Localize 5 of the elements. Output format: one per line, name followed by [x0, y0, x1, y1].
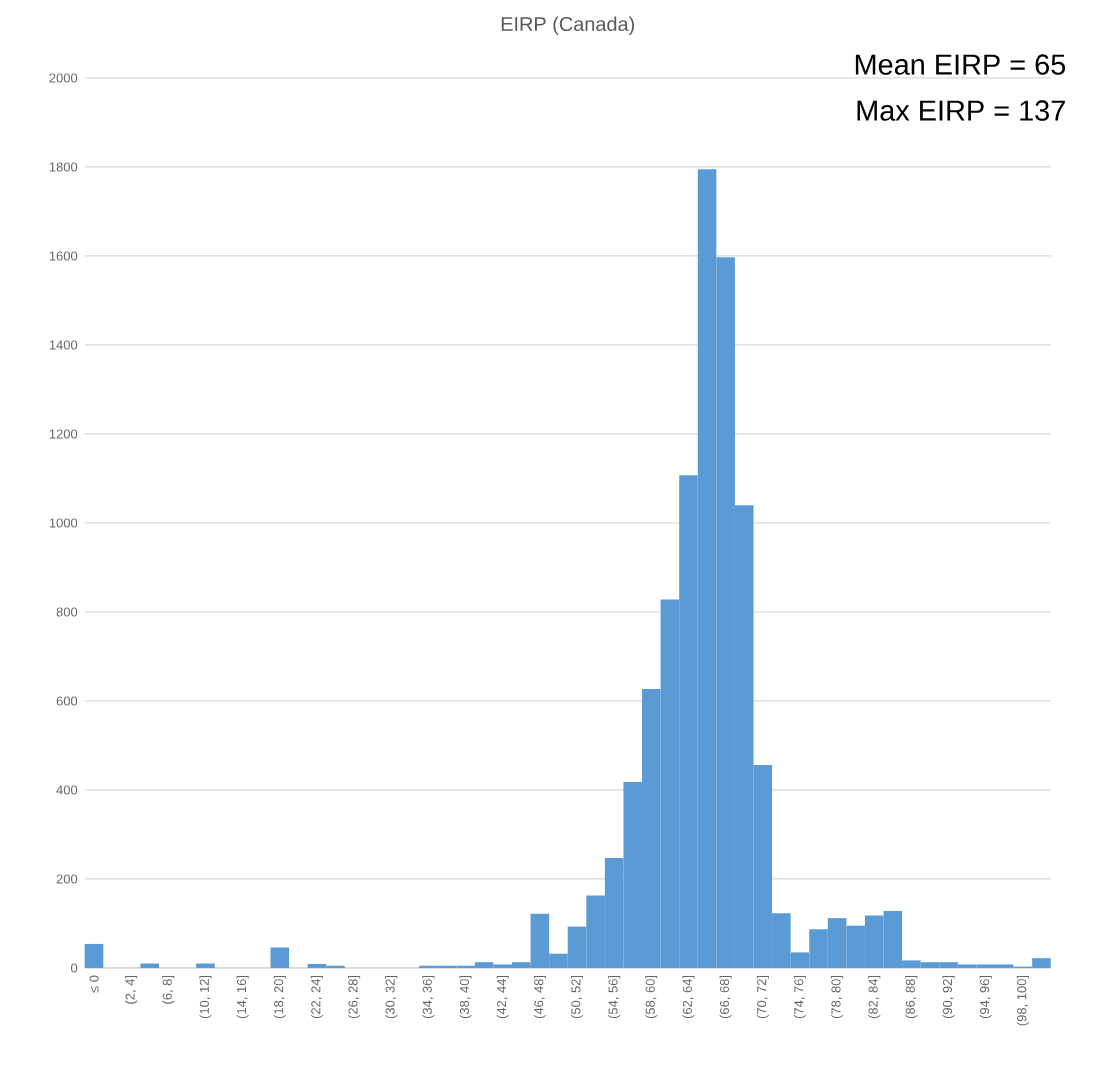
- annotation: Max EIRP = 137: [857, 100, 1065, 121]
- text: Mean EIRP = 65: [855, 54, 1066, 75]
- bar: [84, 943, 104, 968]
- bar: [270, 947, 290, 968]
- chart-title: EIRP (Canada): [501, 16, 635, 35]
